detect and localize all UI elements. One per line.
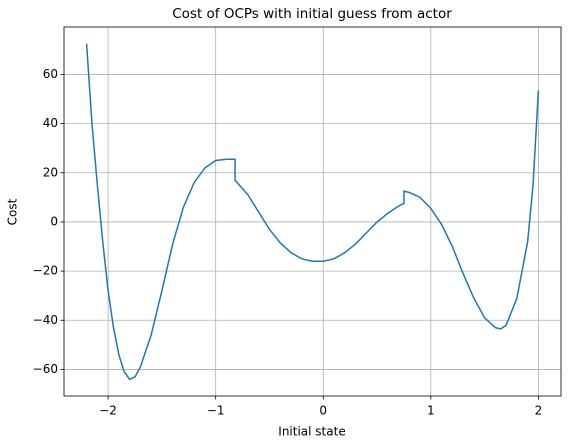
x-tick-label: 0	[319, 404, 327, 418]
x-tick-label: −2	[99, 404, 117, 418]
x-tick-label: 1	[427, 404, 435, 418]
y-tick-label: −40	[33, 313, 58, 327]
line-series	[85, 43, 540, 381]
y-tick-label: −60	[33, 362, 58, 376]
y-tick-label: 60	[43, 67, 58, 81]
x-axis-label: Initial state	[278, 425, 345, 439]
y-tick-label: 0	[50, 214, 58, 228]
x-tick-label: −1	[207, 404, 225, 418]
x-tick-label: 2	[535, 404, 543, 418]
plot-frame	[63, 26, 562, 397]
y-tick-label: 20	[43, 165, 58, 179]
y-tick-label: −20	[33, 264, 58, 278]
chart-title: Cost of OCPs with initial guess from act…	[172, 6, 452, 22]
y-axis-label: Cost	[6, 198, 20, 225]
y-tick-label: 40	[43, 116, 58, 130]
